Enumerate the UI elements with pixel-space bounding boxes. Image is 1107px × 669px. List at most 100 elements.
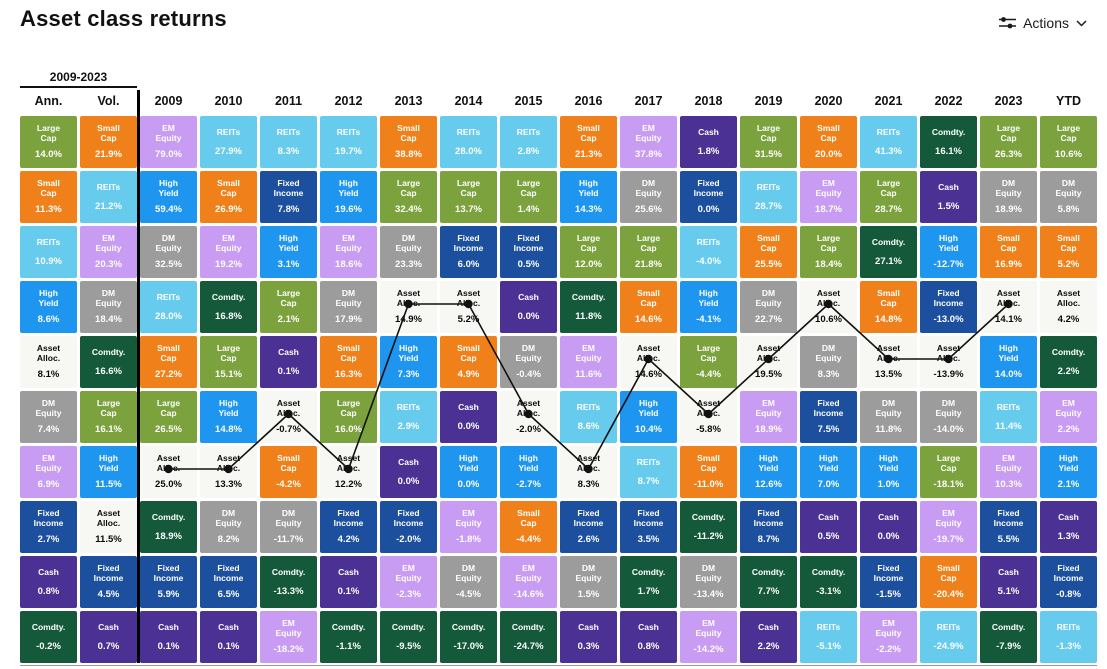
return-value: 0.1%	[157, 640, 180, 652]
asset-name: Asset Alloc.	[96, 508, 121, 529]
asset-name: Comdty.	[391, 621, 426, 632]
asset-name: DM Equity	[335, 288, 362, 309]
return-value: 4.2%	[337, 534, 360, 546]
return-value: 16.3%	[335, 369, 362, 381]
return-value: 2.8%	[517, 145, 540, 157]
asset-name: Cash	[998, 566, 1019, 577]
asset-name: Large Cap	[456, 178, 481, 199]
return-cell: Comdty. 7.7%	[740, 556, 797, 608]
column-header: Vol.	[97, 94, 120, 108]
return-value: 26.9%	[215, 204, 242, 216]
return-cell: Cash 1.8%	[680, 116, 737, 168]
return-value: 14.3%	[575, 204, 602, 216]
return-cell: Asset Alloc. 14.9%	[380, 281, 437, 333]
asset-name: Small Cap	[97, 123, 120, 144]
return-cell: DM Equity -11.7%	[260, 501, 317, 553]
asset-name: Large Cap	[216, 343, 241, 364]
return-value: 5.9%	[157, 589, 180, 601]
asset-name: Fixed Income	[453, 233, 484, 254]
asset-name: Comdty.	[511, 621, 546, 632]
return-cell: Fixed Income 7.8%	[260, 171, 317, 223]
return-value: 59.4%	[155, 204, 182, 216]
return-value: 2.9%	[397, 420, 420, 432]
asset-name: Large Cap	[816, 233, 841, 254]
column-header: 2023	[994, 94, 1023, 108]
return-cell: Comdty. 11.8%	[560, 281, 617, 333]
return-cell: Asset Alloc. 8.1%	[20, 336, 77, 388]
return-value: 5.5%	[997, 534, 1020, 546]
return-value: -1.5%	[876, 589, 901, 601]
return-cell: Cash 0.1%	[260, 336, 317, 388]
return-cell: Asset Alloc. 14.6%	[620, 336, 677, 388]
return-value: 19.2%	[215, 259, 242, 271]
asset-name: Large Cap	[636, 233, 661, 254]
return-value: 16.1%	[95, 424, 122, 436]
asset-name: EM Equity	[815, 178, 842, 199]
return-cell: REITs -24.9%	[920, 611, 977, 663]
return-value: 20.3%	[95, 259, 122, 271]
asset-name: Small Cap	[337, 343, 360, 364]
return-cell: REITs 28.0%	[440, 116, 497, 168]
asset-name: EM Equity	[275, 618, 302, 639]
asset-name: Large Cap	[36, 123, 61, 144]
asset-name: DM Equity	[35, 398, 62, 419]
return-value: 11.4%	[995, 420, 1022, 432]
return-cell: Comdty. 16.6%	[80, 336, 137, 388]
return-cell: Fixed Income 5.9%	[140, 556, 197, 608]
asset-name: REITs	[96, 181, 121, 192]
return-value: -13.9%	[933, 369, 964, 381]
asset-name: Small Cap	[457, 343, 480, 364]
return-cell: EM Equity 2.2%	[1040, 391, 1097, 443]
asset-name: Comdty.	[151, 511, 186, 522]
asset-name: Cash	[278, 346, 299, 357]
return-value: 1.0%	[877, 479, 900, 491]
return-cell: EM Equity 19.2%	[200, 226, 257, 278]
return-cell: DM Equity 1.5%	[560, 556, 617, 608]
asset-name: Asset Alloc.	[336, 453, 361, 474]
asset-name: Comdty.	[751, 566, 786, 577]
return-cell: Small Cap 14.6%	[620, 281, 677, 333]
asset-name: REITs	[996, 401, 1021, 412]
return-cell: Comdty. 1.7%	[620, 556, 677, 608]
asset-name: REITs	[276, 126, 301, 137]
asset-name: Large Cap	[576, 233, 601, 254]
asset-name: REITs	[456, 126, 481, 137]
return-cell: Large Cap 13.7%	[440, 171, 497, 223]
return-value: -13.0%	[933, 314, 964, 326]
asset-name: Comdty.	[571, 291, 606, 302]
return-cell: Large Cap 14.0%	[20, 116, 77, 168]
asset-name: REITs	[516, 126, 541, 137]
return-value: 7.5%	[817, 424, 840, 436]
return-cell: REITs 28.7%	[740, 171, 797, 223]
return-cell: Cash 0.0%	[380, 446, 437, 498]
asset-name: Large Cap	[936, 453, 961, 474]
page-title: Asset class returns	[20, 6, 227, 31]
return-value: -2.7%	[516, 479, 541, 491]
return-value: -4.1%	[696, 314, 721, 326]
asset-name: Asset Alloc.	[816, 288, 841, 309]
actions-button[interactable]: Actions	[993, 14, 1093, 32]
asset-name: Large Cap	[876, 178, 901, 199]
return-cell: Asset Alloc. -5.8%	[680, 391, 737, 443]
return-cell: EM Equity -14.6%	[500, 556, 557, 608]
return-cell: High Yield -4.1%	[680, 281, 737, 333]
return-value: 14.6%	[635, 314, 662, 326]
return-value: 12.0%	[575, 259, 602, 271]
asset-name: Cash	[758, 621, 779, 632]
return-value: -2.0%	[396, 534, 421, 546]
asset-name: Comdty.	[811, 566, 846, 577]
return-value: 27.9%	[215, 145, 242, 157]
return-cell: Small Cap 21.3%	[560, 116, 617, 168]
return-value: 0.5%	[817, 530, 840, 542]
asset-name: Asset Alloc.	[276, 398, 301, 419]
return-cell: EM Equity -1.8%	[440, 501, 497, 553]
asset-name: EM Equity	[395, 563, 422, 584]
column-header: 2009	[154, 94, 183, 108]
return-cell: Large Cap 10.6%	[1040, 116, 1097, 168]
return-value: -1.8%	[456, 534, 481, 546]
return-value: 14.9%	[395, 314, 422, 326]
return-value: 0.7%	[97, 640, 120, 652]
asset-name: Asset Alloc.	[636, 343, 661, 364]
return-cell: Cash 1.3%	[1040, 501, 1097, 553]
return-cell: High Yield 14.8%	[200, 391, 257, 443]
